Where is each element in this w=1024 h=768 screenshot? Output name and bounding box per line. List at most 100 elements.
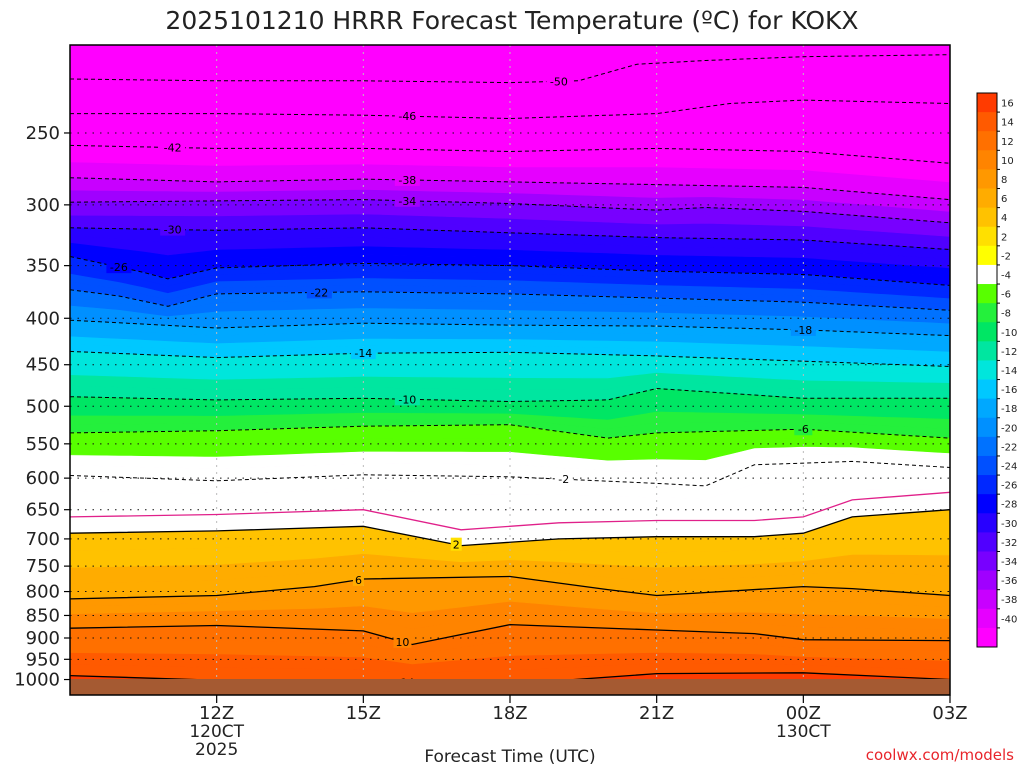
x-tick-label: 21Z [639, 703, 674, 724]
colorbar-swatch [977, 436, 997, 457]
contour-label: 6 [355, 574, 362, 587]
colorbar-label: -26 [1001, 481, 1017, 492]
y-tick-label: 550 [26, 434, 60, 455]
contour-label-bg [794, 422, 813, 436]
contour-label-bg [394, 109, 420, 123]
contour-label: 10 [395, 636, 409, 649]
colorbar-label: -40 [1001, 614, 1017, 625]
colorbar-swatch [977, 112, 997, 132]
contour-label: -30 [164, 224, 182, 237]
colorbar-label: 2 [1001, 232, 1007, 243]
x-tick-label: 03Z [932, 703, 967, 724]
y-tick-label: 950 [26, 649, 60, 670]
contour-label: -34 [398, 195, 416, 208]
x-tick-label: 18Z [492, 703, 527, 724]
contour-label: -2 [558, 473, 569, 486]
colorbar-swatch [977, 264, 997, 285]
x-tick-label: 12Z [199, 703, 234, 724]
chart-title: 2025101210 HRRR Forecast Temperature (ºC… [165, 6, 858, 35]
colorbar-label: -4 [1001, 270, 1011, 281]
contour-label-bg [546, 74, 572, 88]
contour-label-bg [350, 346, 376, 360]
y-tick-label: 450 [26, 355, 60, 376]
colorbar-label: 14 [1001, 118, 1014, 129]
x-tick-sublabel: 2025 [195, 740, 238, 760]
colorbar-swatch [977, 245, 997, 266]
contour-label: -10 [398, 393, 416, 406]
contour-label: -14 [354, 347, 372, 360]
contour-label: -38 [398, 174, 416, 187]
contour-line [70, 289, 950, 311]
colorbar-label: -18 [1001, 404, 1017, 415]
colorbar-label: -10 [1001, 328, 1017, 339]
contour-line [70, 199, 950, 224]
colorbar-swatch [977, 417, 997, 438]
contour-label: 2 [453, 539, 460, 552]
colorbar-label: 10 [1001, 156, 1014, 167]
contour-label-bg [790, 322, 816, 336]
colorbar-swatch [977, 150, 997, 170]
contour-label: -26 [110, 261, 128, 274]
contour-line [70, 99, 950, 120]
x-tick-label: 15Z [346, 703, 381, 724]
ground-surface [70, 679, 950, 695]
colorbar-swatch [977, 532, 997, 552]
y-tick-label: 500 [26, 396, 60, 417]
y-tick-label: 350 [26, 256, 60, 277]
contour-label-bg [554, 472, 573, 486]
y-tick-label: 250 [26, 123, 60, 144]
contour-label-bg [450, 537, 462, 551]
colorbar-label: -32 [1001, 538, 1017, 549]
contour-line [70, 424, 950, 439]
colorbar-label: -24 [1001, 462, 1017, 473]
y-tick-label: 850 [26, 605, 60, 626]
colorbar-swatch [977, 551, 997, 572]
colorbar-label: -8 [1001, 309, 1011, 320]
colorbar-swatch [977, 341, 997, 361]
colorbar-label: 8 [1001, 175, 1007, 186]
contour-label: -50 [550, 75, 568, 88]
colorbar-label: -14 [1001, 366, 1017, 377]
colorbar-label: -2 [1001, 251, 1011, 262]
contour-label-bg [394, 193, 420, 207]
colorbar-swatch [977, 570, 997, 591]
plot-area: -54-50-46-42-38-34-30-26-22-18-14-10-6-2… [70, 45, 950, 695]
contour-line [70, 54, 950, 84]
contour-label-bg [352, 572, 364, 586]
colorbar: 16 14 12 10 8 6 4 2 -2 -4 -6 -8 -10 -12 -14 -16 -18 -20 -2… [976, 92, 1017, 648]
y-tick-label: 300 [26, 195, 60, 216]
colorbar-label: 4 [1001, 213, 1007, 224]
contour-label: -22 [310, 286, 328, 299]
colorbar-swatch [977, 284, 997, 304]
colorbar-label: -30 [1001, 519, 1017, 530]
contour-label-bg [160, 140, 186, 154]
contour-line [70, 575, 950, 600]
y-tick-label: 750 [26, 556, 60, 577]
y-tick-label: 700 [26, 529, 60, 550]
contour-label-bg [393, 634, 412, 648]
contour-line [70, 509, 950, 547]
colorbar-swatch [977, 322, 997, 342]
contour-label-bg [394, 172, 420, 186]
colorbar-label: -34 [1001, 557, 1017, 568]
x-tick-sublabel: 130CT [776, 722, 831, 742]
y-tick-label: 600 [26, 468, 60, 489]
colorbar-swatch [977, 188, 997, 209]
y-tick-label: 900 [26, 628, 60, 649]
colorbar-swatch [977, 398, 997, 419]
colorbar-swatch [977, 226, 997, 247]
y-tick-label: 800 [26, 582, 60, 603]
colorbar-label: -36 [1001, 576, 1017, 587]
contour-label-bg [106, 260, 132, 274]
y-tick-label: 400 [26, 308, 60, 329]
colorbar-label: -20 [1001, 423, 1017, 434]
colorbar-swatch [977, 303, 997, 323]
credit-text: coolwx.com/models [866, 746, 1014, 764]
colorbar-label: -6 [1001, 290, 1011, 301]
colorbar-swatch [977, 494, 997, 514]
colorbar-swatch [977, 455, 997, 476]
x-axis-label: Forecast Time (UTC) [424, 747, 595, 767]
colorbar-label: -16 [1001, 385, 1017, 396]
